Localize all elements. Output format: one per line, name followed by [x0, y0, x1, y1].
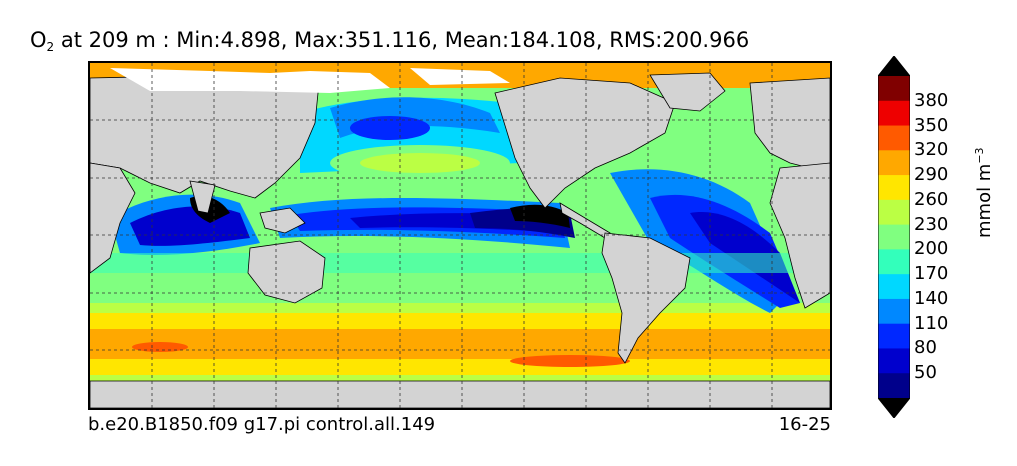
ocean-oxygen-map	[88, 61, 832, 410]
colorbar-tick-label: 230	[914, 213, 949, 235]
colorbar-segment	[878, 348, 910, 374]
years-label: 16-25	[778, 414, 831, 435]
colorbar-segment	[878, 373, 910, 399]
colorbar-tick-label: 260	[914, 188, 949, 210]
units-main: mmol m	[974, 163, 995, 238]
colorbar-segment	[878, 100, 910, 127]
colorbar-segment	[878, 274, 910, 300]
colorbar-tick-label: 50	[914, 362, 937, 384]
colorbar-segment	[878, 76, 910, 102]
case-name-label: b.e20.B1850.f09 g17.pi control.all.149	[88, 414, 436, 435]
colorbar-tick-label: 350	[914, 114, 949, 136]
colorbar-segment	[878, 224, 910, 250]
colorbar-tick-label: 140	[914, 287, 949, 309]
colorbar-tick-label: 170	[914, 263, 949, 285]
colorbar-tick-label: 80	[914, 337, 937, 359]
colorbar-over-arrow	[878, 56, 910, 76]
land-masses	[90, 68, 830, 408]
tropical-oxygen-minimum-zones	[90, 169, 830, 313]
colorbar	[878, 56, 910, 418]
colorbar-under-arrow	[878, 398, 910, 418]
colorbar-tick-label: 320	[914, 139, 949, 161]
colorbar-tick-label: 200	[914, 238, 949, 260]
title-species-subscript: 2	[46, 40, 55, 54]
colorbar-segment	[878, 175, 910, 201]
colorbar-tick-label: 290	[914, 164, 949, 186]
plot-title: O2 at 209 m : Min:4.898, Max:351.116, Me…	[30, 28, 749, 54]
colorbar-tick-label: 380	[914, 89, 949, 111]
colorbar-units-label: mmol m−3	[973, 147, 995, 238]
colorbar-segment	[878, 150, 910, 176]
colorbar-segment	[878, 199, 910, 226]
colorbar-segment	[878, 298, 910, 325]
title-species: O	[30, 28, 47, 52]
colorbar-tick-label: 110	[914, 312, 949, 334]
colorbar-segment	[878, 249, 910, 275]
title-stats: at 209 m : Min:4.898, Max:351.116, Mean:…	[54, 28, 750, 52]
units-exponent: −3	[973, 147, 986, 164]
colorbar-segment	[878, 125, 910, 151]
colorbar-segment	[878, 323, 910, 349]
